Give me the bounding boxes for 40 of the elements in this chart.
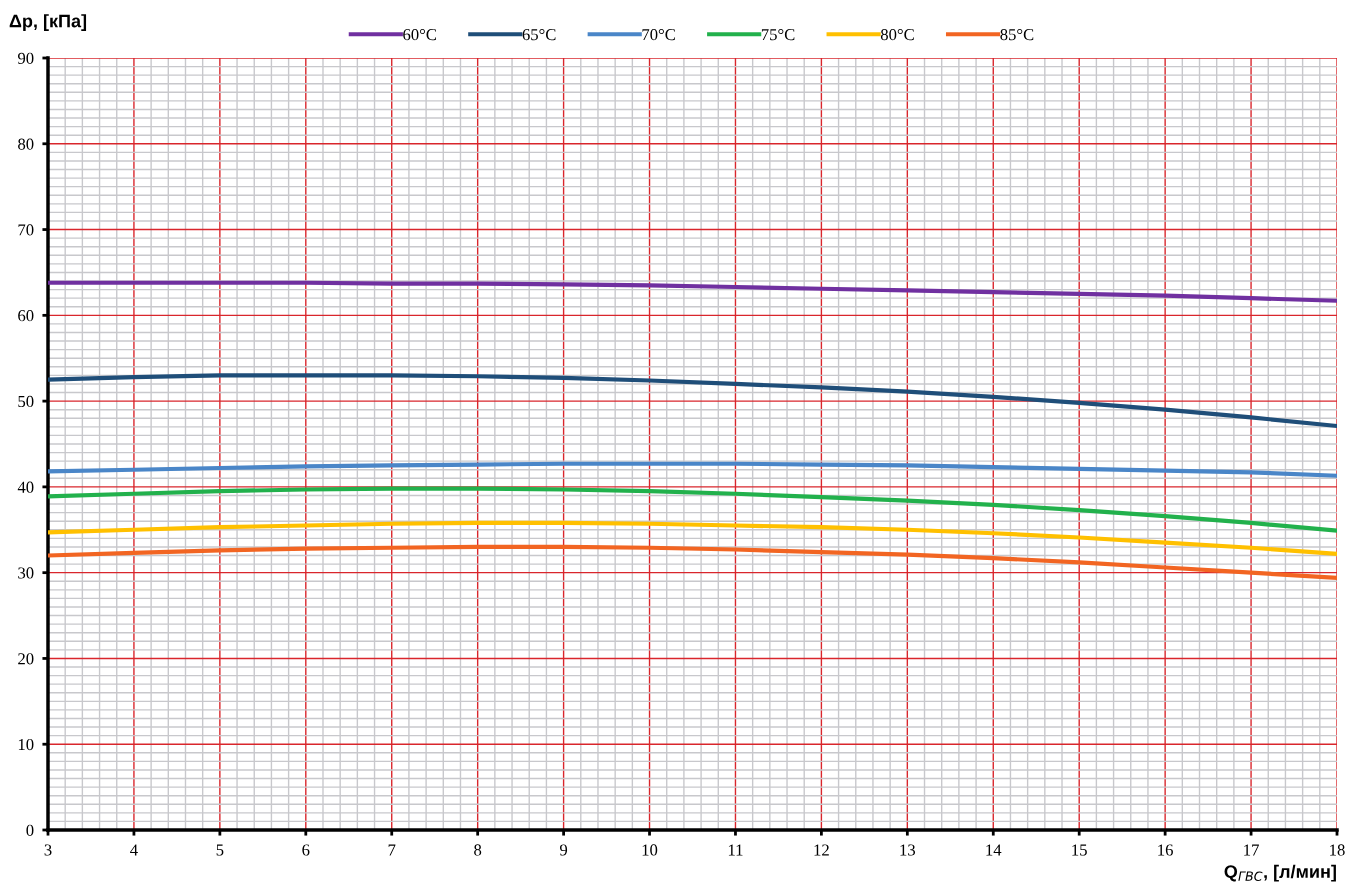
x-tick-label: 6 — [302, 844, 310, 856]
line-series — [48, 520, 1337, 556]
y-tick-label: 50 — [18, 395, 34, 408]
y-tick-label: 0 — [26, 824, 34, 836]
x-tick-label: 10 — [642, 844, 658, 856]
y-tick-label: 90 — [17, 52, 34, 64]
y-axis-title: Δp, [кПа] — [9, 14, 87, 31]
x-tick-label: 14 — [986, 844, 1002, 856]
x-tick-label: 3 — [44, 844, 52, 856]
x-tick-label: 16 — [1158, 844, 1173, 856]
y-tick-label: 20 — [18, 653, 34, 665]
legend-label: 80°C — [880, 28, 914, 41]
y-tick-label: 10 — [18, 738, 34, 751]
x-tick-label: 12 — [814, 844, 829, 856]
x-tick-label: 18 — [1330, 844, 1345, 856]
x-tick-label: 8 — [474, 844, 482, 856]
line-series — [48, 280, 1337, 303]
line-series — [48, 544, 1337, 580]
x-tick-label: 13 — [900, 844, 916, 856]
y-tick-label: 80 — [18, 138, 34, 150]
y-tick-label: 40 — [17, 481, 34, 493]
line-series — [48, 373, 1337, 429]
line-series — [48, 486, 1337, 533]
x-tick-label: 7 — [388, 844, 396, 856]
legend-label: 75°C — [761, 28, 795, 41]
legend-label: 65°C — [522, 28, 556, 41]
y-tick-label: 60 — [18, 310, 34, 322]
legend-label: 85°C — [1000, 28, 1034, 41]
legend-label: 60°C — [403, 28, 437, 41]
x-tick-label: 17 — [1244, 844, 1259, 856]
x-tick-label: 4 — [130, 844, 138, 856]
y-tick-label: 30 — [18, 567, 34, 579]
x-tick-label: 5 — [216, 844, 224, 856]
y-tick-label: 70 — [18, 224, 34, 236]
line-series — [48, 461, 1337, 478]
x-tick-label: 15 — [1072, 844, 1087, 856]
x-tick-label: 9 — [559, 844, 568, 856]
x-tick-label: 11 — [728, 844, 743, 856]
legend-label: 70°C — [642, 28, 675, 41]
x-axis-title: Q$_{ГВС}$, [л/мин] — [1224, 864, 1336, 882]
